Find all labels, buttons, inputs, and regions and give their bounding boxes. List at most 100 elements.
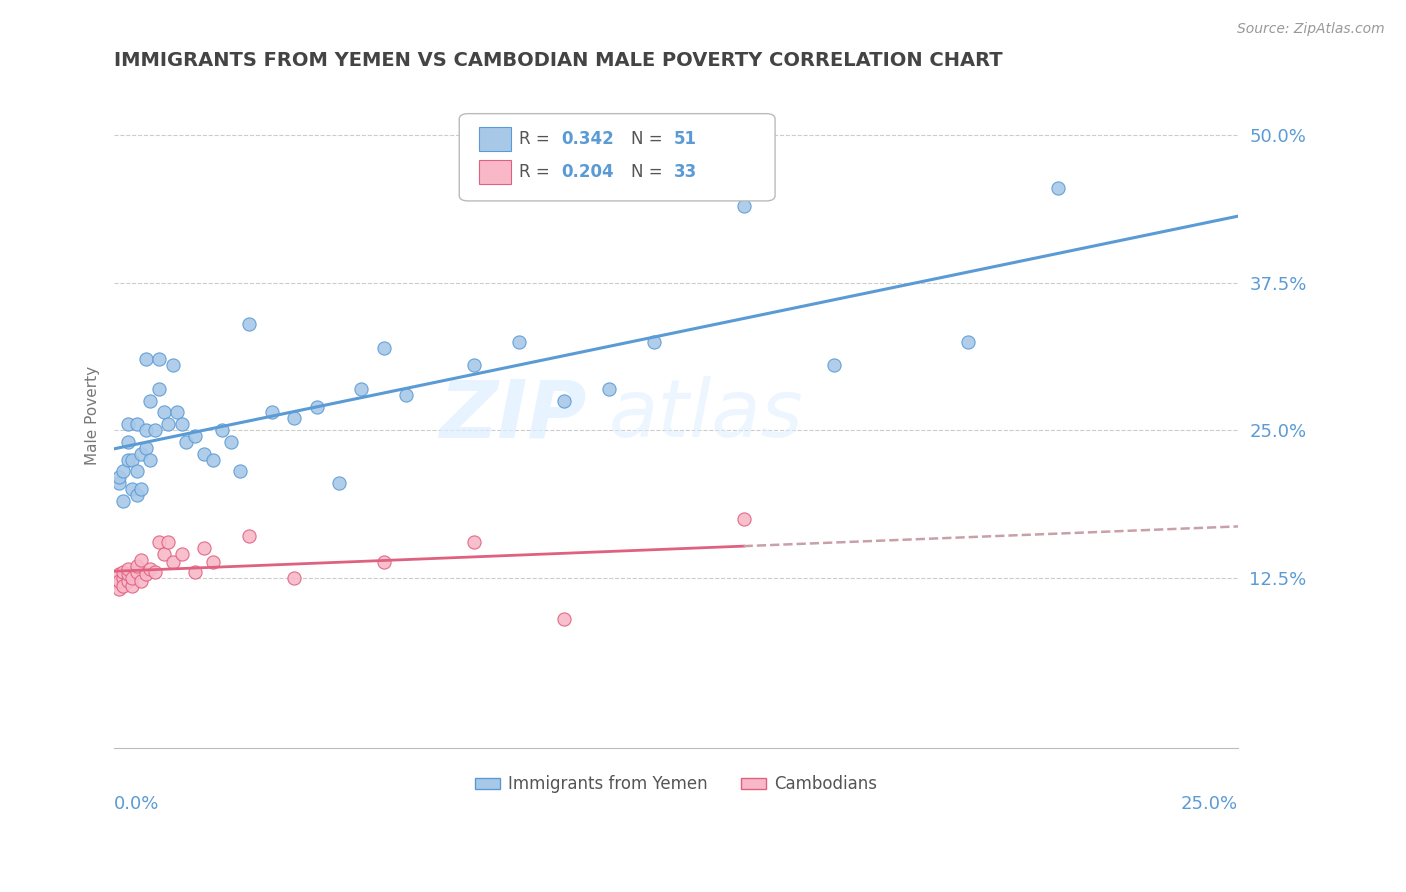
Point	[305, 400, 328, 414]
Point	[121, 570, 143, 584]
Point	[117, 452, 139, 467]
Point	[553, 393, 575, 408]
Point	[117, 417, 139, 432]
Point	[229, 464, 252, 478]
Point	[463, 535, 485, 549]
Point	[117, 574, 139, 588]
Point	[135, 566, 157, 581]
Point	[553, 612, 575, 626]
Text: N =: N =	[631, 130, 668, 148]
Point	[117, 566, 139, 581]
Text: R =: R =	[519, 163, 555, 181]
Point	[125, 565, 148, 579]
FancyBboxPatch shape	[479, 161, 510, 185]
Point	[129, 553, 152, 567]
FancyBboxPatch shape	[460, 113, 775, 201]
Point	[121, 579, 143, 593]
Text: 0.204: 0.204	[561, 163, 614, 181]
Point	[328, 476, 350, 491]
Point	[117, 434, 139, 449]
Text: IMMIGRANTS FROM YEMEN VS CAMBODIAN MALE POVERTY CORRELATION CHART: IMMIGRANTS FROM YEMEN VS CAMBODIAN MALE …	[114, 51, 1002, 70]
Point	[733, 511, 755, 525]
Point	[283, 411, 305, 425]
Point	[219, 434, 242, 449]
Point	[143, 565, 166, 579]
Point	[373, 555, 395, 569]
Point	[174, 434, 197, 449]
Point	[733, 199, 755, 213]
Text: R =: R =	[519, 130, 555, 148]
Point	[508, 334, 530, 349]
Point	[152, 405, 174, 419]
Point	[202, 452, 225, 467]
Point	[157, 535, 180, 549]
Point	[143, 423, 166, 437]
Point	[170, 417, 193, 432]
Point	[463, 359, 485, 373]
Point	[135, 423, 157, 437]
Point	[957, 334, 980, 349]
Point	[125, 558, 148, 573]
Point	[148, 352, 170, 367]
Point	[211, 423, 233, 437]
Text: Source: ZipAtlas.com: Source: ZipAtlas.com	[1237, 22, 1385, 37]
Text: N =: N =	[631, 163, 668, 181]
Point	[350, 382, 373, 396]
Point	[643, 334, 665, 349]
Point	[121, 482, 143, 496]
Point	[139, 562, 162, 576]
Point	[139, 452, 162, 467]
Text: 0.342: 0.342	[561, 130, 614, 148]
Point	[162, 359, 184, 373]
Legend: Immigrants from Yemen, Cambodians: Immigrants from Yemen, Cambodians	[468, 769, 884, 800]
Point	[129, 482, 152, 496]
Point	[107, 566, 129, 581]
Point	[170, 547, 193, 561]
Point	[112, 579, 135, 593]
Point	[373, 341, 395, 355]
Point	[117, 562, 139, 576]
Point	[202, 555, 225, 569]
Point	[162, 555, 184, 569]
Point	[129, 574, 152, 588]
Point	[125, 488, 148, 502]
Point	[152, 547, 174, 561]
Point	[107, 576, 129, 591]
Point	[260, 405, 283, 419]
Text: ZIP: ZIP	[439, 376, 586, 454]
Point	[166, 405, 188, 419]
Point	[598, 382, 620, 396]
Point	[238, 317, 260, 331]
Point	[112, 494, 135, 508]
Point	[1047, 181, 1070, 195]
Point	[107, 470, 129, 484]
Point	[184, 429, 207, 443]
Point	[193, 447, 215, 461]
Point	[107, 476, 129, 491]
Text: atlas: atlas	[609, 376, 803, 454]
Y-axis label: Male Poverty: Male Poverty	[86, 366, 100, 465]
Text: 51: 51	[673, 130, 697, 148]
Point	[121, 452, 143, 467]
Point	[283, 570, 305, 584]
Point	[129, 447, 152, 461]
Point	[139, 393, 162, 408]
Text: 33: 33	[673, 163, 697, 181]
Point	[107, 574, 129, 588]
Point	[157, 417, 180, 432]
Point	[112, 570, 135, 584]
Point	[193, 541, 215, 555]
FancyBboxPatch shape	[479, 127, 510, 151]
Point	[112, 565, 135, 579]
Point	[823, 359, 845, 373]
Point	[107, 582, 129, 597]
Point	[112, 464, 135, 478]
Point	[184, 565, 207, 579]
Point	[125, 464, 148, 478]
Point	[395, 388, 418, 402]
Point	[125, 417, 148, 432]
Point	[135, 352, 157, 367]
Point	[135, 441, 157, 455]
Text: 0.0%: 0.0%	[114, 795, 159, 814]
Text: 25.0%: 25.0%	[1181, 795, 1239, 814]
